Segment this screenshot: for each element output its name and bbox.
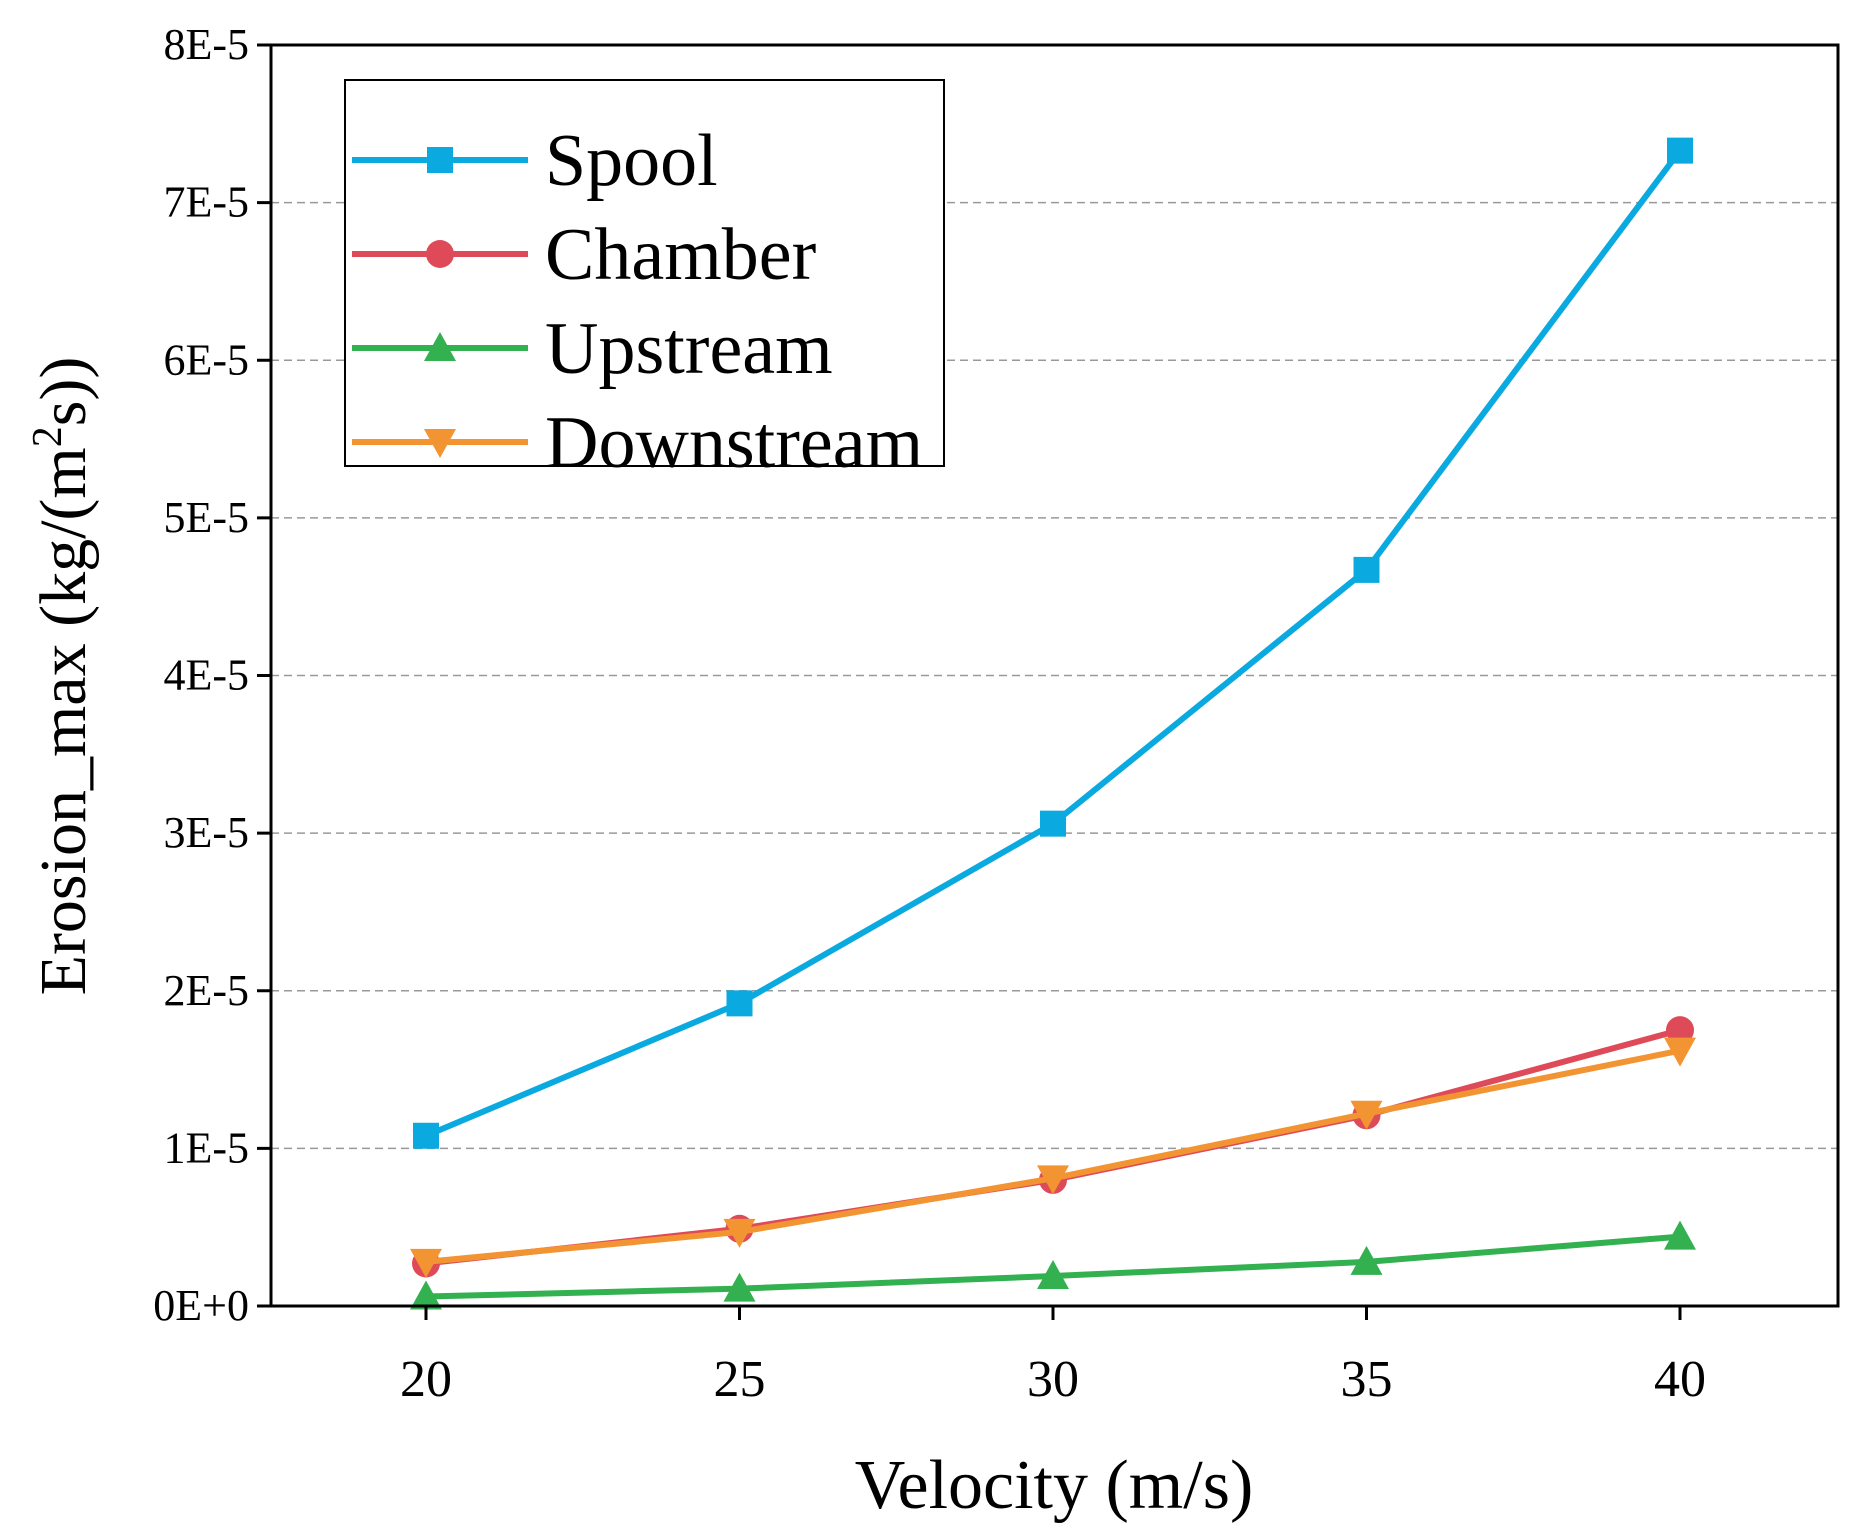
series-layer: [410, 137, 1696, 1310]
marker-triangle-down: [1037, 1165, 1069, 1195]
marker-square: [1667, 137, 1693, 164]
legend-label: Chamber: [545, 214, 816, 296]
marker-triangle-down: [1350, 1100, 1383, 1130]
marker-triangle-up: [424, 332, 456, 361]
legend-item-spool: Spool: [352, 120, 718, 202]
y-tick-label: 3E-5: [163, 808, 249, 857]
y-tick-label: 5E-5: [163, 493, 249, 542]
marker-square: [427, 147, 453, 173]
series-chamber: [412, 1016, 1694, 1278]
x-axis-label: Velocity (m/s): [855, 1447, 1254, 1524]
y-axis-label: Erosion_max (kg/(m2s)): [25, 357, 100, 996]
y-tick-label: 1E-5: [163, 1123, 249, 1172]
marker-triangle-up: [1664, 1220, 1696, 1250]
series-upstream: [410, 1220, 1696, 1310]
marker-triangle-up: [723, 1272, 756, 1302]
marker-triangle-up: [410, 1280, 442, 1310]
x-tick-label: 40: [1654, 1351, 1706, 1408]
series-downstream: [410, 1037, 1696, 1278]
x-tick-label: 25: [714, 1351, 766, 1408]
ticks: 0E+0 1E-5 2E-5 3E-5 4E-5 5E-5 6E-5 7E-5 8E-5 20 25…: [153, 20, 1706, 1408]
legend-box: [344, 79, 945, 467]
marker-circle: [426, 240, 454, 268]
marker-square: [413, 1122, 439, 1149]
legend-label: Downstream: [545, 402, 923, 484]
series-spool: [413, 137, 1693, 1149]
legend: Spool Chamber Upstream Downstream: [344, 79, 945, 484]
marker-square: [1353, 556, 1380, 583]
x-tick-label: 20: [400, 1351, 452, 1408]
marker-triangle-down: [424, 429, 456, 458]
y-tick-label: 7E-5: [163, 178, 249, 227]
marker-circle: [1666, 1016, 1694, 1045]
series-line: [425, 1027, 1681, 1267]
legend-label: Upstream: [545, 308, 833, 390]
legend-item-downstream: Downstream: [352, 402, 923, 484]
y-tick-label: 4E-5: [163, 651, 249, 700]
legend-item-upstream: Upstream: [352, 308, 833, 390]
marker-triangle-down: [723, 1218, 756, 1248]
marker-square: [1040, 810, 1066, 837]
y-tick-label: 8E-5: [163, 20, 249, 69]
marker-triangle-up: [1350, 1245, 1383, 1275]
y-tick-label: 2E-5: [163, 966, 249, 1015]
marker-triangle-down: [410, 1248, 442, 1278]
marker-triangle-down: [1664, 1037, 1696, 1067]
y-tick-label: 0E+0: [153, 1281, 249, 1330]
marker-triangle-up: [1037, 1260, 1069, 1290]
legend-label: Spool: [545, 120, 718, 202]
x-tick-label: 35: [1341, 1351, 1393, 1408]
legend-item-chamber: Chamber: [352, 214, 816, 296]
y-tick-label: 6E-5: [163, 335, 249, 384]
marker-square: [726, 990, 753, 1017]
x-tick-label: 30: [1027, 1351, 1079, 1408]
